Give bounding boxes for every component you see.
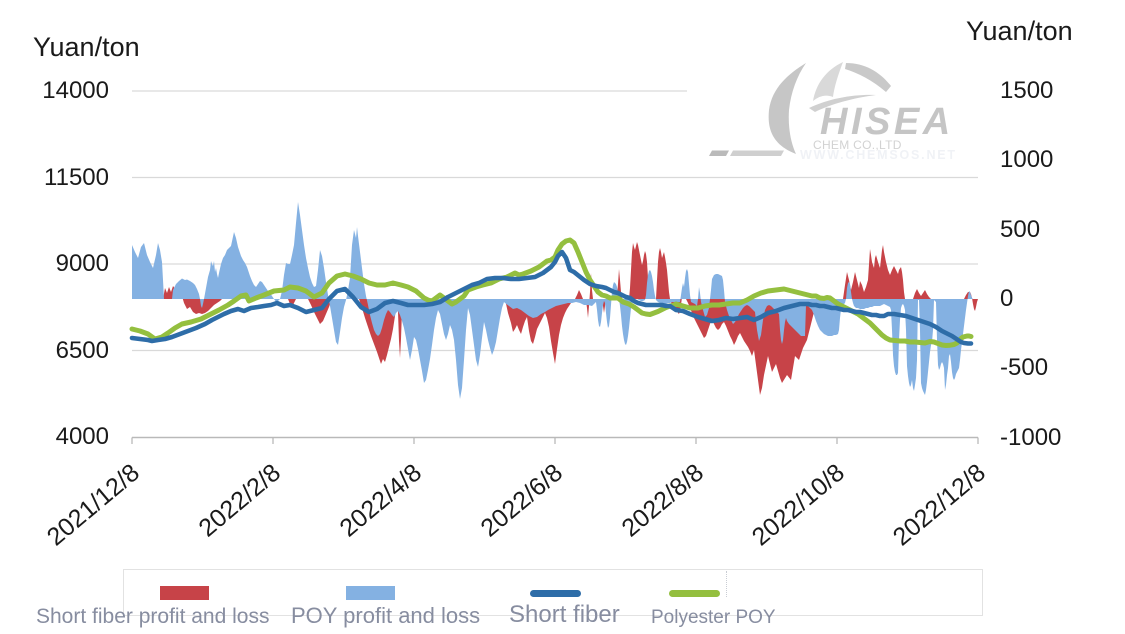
svg-text:WWW.CHEMSOS.NET: WWW.CHEMSOS.NET: [800, 148, 957, 162]
svg-text:CHEM CO.,LTD: CHEM CO.,LTD: [813, 138, 902, 152]
svg-text:HISEA: HISEA: [820, 101, 954, 143]
